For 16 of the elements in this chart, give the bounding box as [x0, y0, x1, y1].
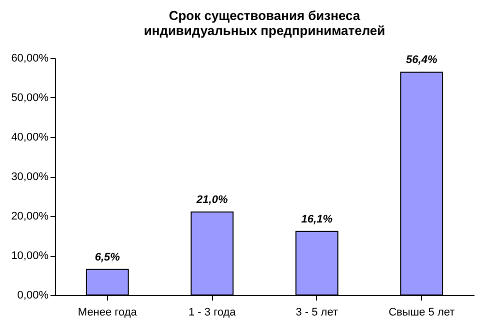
- y-tick-label: 30,00%: [11, 171, 49, 183]
- y-tick-label: 20,00%: [11, 210, 49, 222]
- data-label: 21,0%: [196, 194, 228, 206]
- x-tick-label: 1 - 3 года: [188, 306, 237, 318]
- y-tick-label: 40,00%: [11, 132, 49, 144]
- data-label: 56,4%: [406, 54, 438, 66]
- x-tick-label: Свыше 5 лет: [388, 306, 455, 318]
- data-label: 16,1%: [301, 213, 333, 226]
- data-label: 6,5%: [94, 251, 120, 264]
- x-tick-label: 3 - 5 лет: [296, 306, 338, 318]
- y-tick-label: 50,00%: [11, 92, 49, 104]
- y-tick-label: 0,00%: [17, 290, 49, 302]
- chart-title: Срок существования бизнеса индивидуальных предпринимателей: [144, 8, 386, 38]
- y-tick-label: 60,00%: [11, 52, 49, 64]
- x-tick-label: Менее года: [78, 306, 138, 318]
- y-tick-label: 10,00%: [11, 250, 49, 262]
